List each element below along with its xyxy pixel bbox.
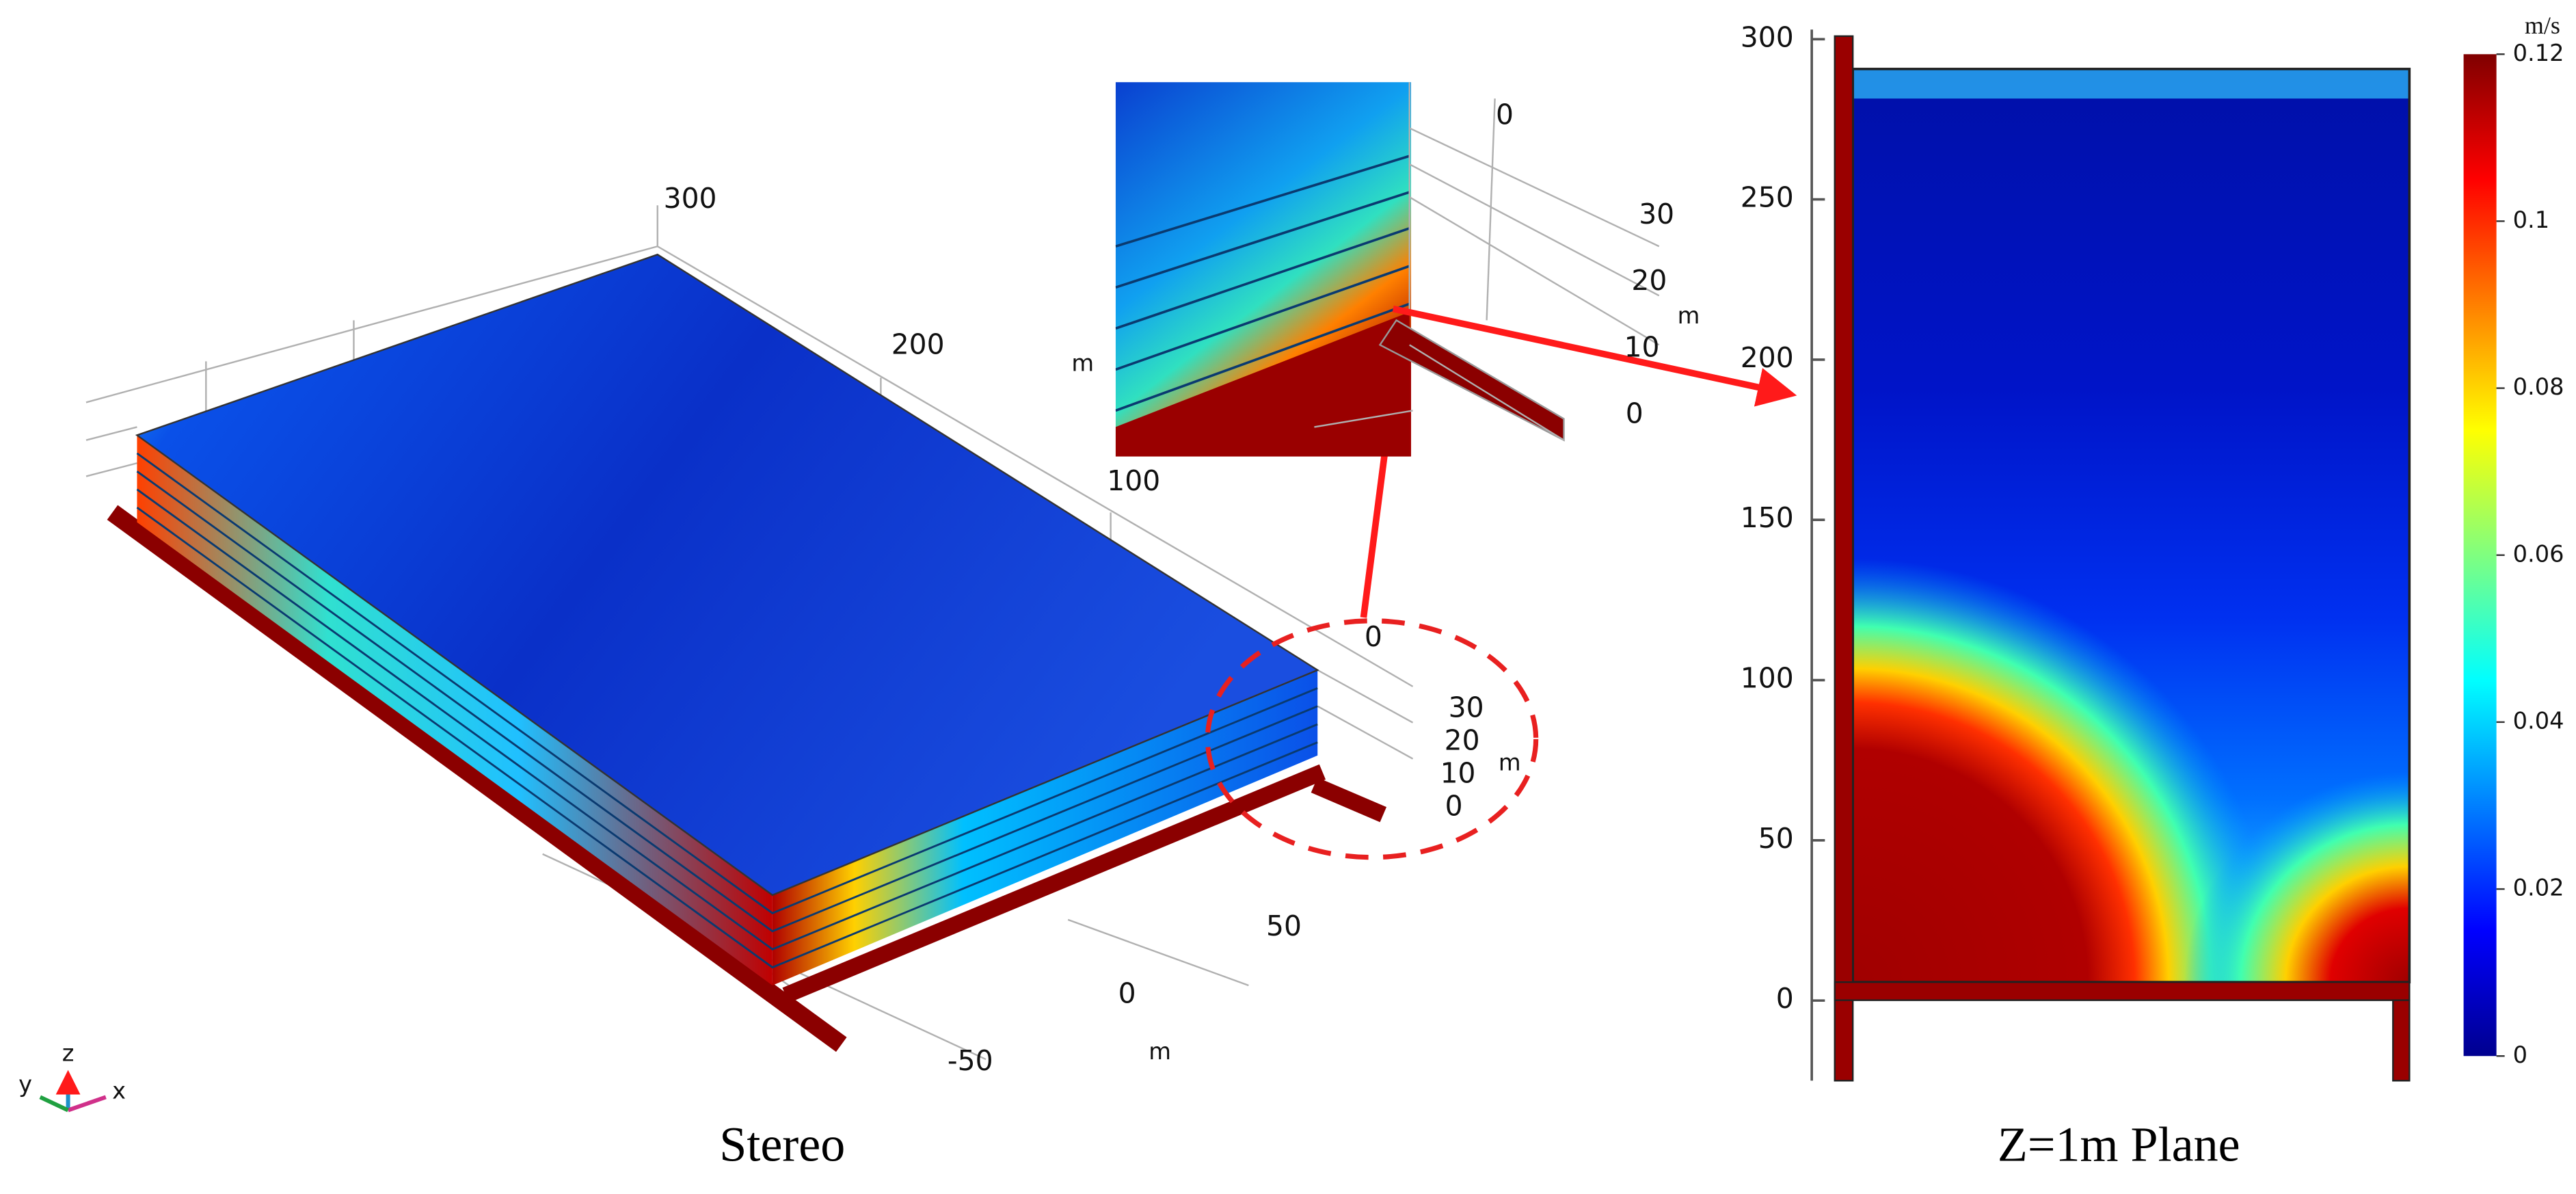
inset-z-tick-label: 20 <box>1631 264 1667 297</box>
colorbar-tick-label: 0.06 <box>2513 540 2564 567</box>
x-tick-label: 50 <box>1266 910 1302 942</box>
y-tick-label: 50 <box>1758 822 1794 855</box>
x-axis-unit: m <box>1149 1038 1171 1065</box>
colorbar-tick-label: 0.04 <box>2513 707 2564 734</box>
y-tick-label: 0 <box>1365 620 1382 653</box>
triad-label: z <box>62 1039 75 1066</box>
inset-y-unit: m <box>1071 350 1094 377</box>
colorbar-label: m/s <box>2525 12 2560 39</box>
y-tick-label: 150 <box>1741 501 1794 534</box>
inset-z-tick-label: 10 <box>1624 330 1660 363</box>
x-tick-label: -50 <box>948 1044 993 1077</box>
inset-z-unit: m <box>1678 302 1700 329</box>
triad-label: x <box>112 1078 126 1104</box>
y-tick-label: 300 <box>664 182 717 215</box>
caption: Z=1m Plane <box>1998 1117 2240 1172</box>
z-tick-label: 0 <box>1445 790 1463 823</box>
y-tick-label: 250 <box>1741 181 1794 214</box>
colorbar-tick-label: 0 <box>2513 1042 2527 1068</box>
x-tick-label: 0 <box>1118 977 1136 1009</box>
y-tick-label: 300 <box>1741 21 1794 53</box>
y-tick-label: 200 <box>1741 341 1794 374</box>
y-tick-label: 0 <box>1776 982 1794 1015</box>
z-axis-unit: m <box>1499 749 1521 775</box>
y-tick-label: 200 <box>891 328 945 361</box>
triad-label: y <box>18 1071 32 1098</box>
y-tick-label: 100 <box>1741 662 1794 695</box>
stereo-view <box>85 205 1539 1061</box>
colorbar-tick-label: 0.1 <box>2513 207 2549 233</box>
z-tick-label: 10 <box>1440 757 1476 790</box>
z-tick-label: 30 <box>1449 691 1484 724</box>
inset-z-tick-label: 0 <box>1626 397 1643 430</box>
inset-y-tick-label: 100 <box>1107 464 1160 497</box>
colorbar-tick-label: 0.08 <box>2513 373 2564 400</box>
plane-view <box>1810 29 2497 1082</box>
colorbar-tick-label: 0.02 <box>2513 875 2564 901</box>
inset-z-tick-label: 30 <box>1639 198 1674 230</box>
caption: Stereo <box>719 1117 845 1172</box>
inset-y-tick-label: 0 <box>1496 98 1514 131</box>
axis-triad <box>39 1070 107 1113</box>
inset-view <box>1115 82 1797 457</box>
z-tick-label: 20 <box>1445 724 1480 757</box>
colorbar-tick-label: 0.12 <box>2513 40 2564 66</box>
